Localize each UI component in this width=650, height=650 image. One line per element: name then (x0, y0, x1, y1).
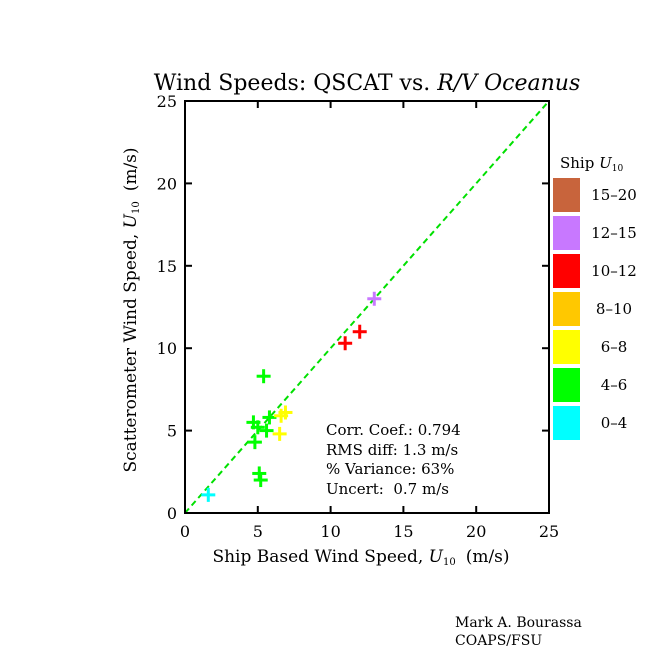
data-point (256, 369, 271, 384)
data-point (253, 473, 268, 488)
x-tick-label: 0 (180, 522, 190, 541)
y-tick-label: 15 (157, 257, 177, 276)
y-axis-label-sub: 10 (131, 201, 142, 214)
legend: Ship U10 15–20 12–15 10–12 8–10 6–8 4–6 0–4 (553, 154, 637, 440)
legend-swatch (553, 292, 580, 326)
plot-frame (184, 100, 550, 514)
x-tick-label: 10 (320, 522, 340, 541)
y-axis-label-var: U (121, 213, 141, 228)
data-point (247, 435, 262, 450)
legend-swatch (553, 254, 580, 288)
legend-label: 4–6 (601, 376, 628, 394)
stat-rms-diff: RMS diff: 1.3 m/s (326, 441, 458, 459)
author-name: Mark A. Bourassa (455, 615, 582, 631)
stat-corr-coef: Corr. Coef.: 0.794 (326, 421, 461, 439)
legend-swatch (553, 368, 580, 402)
legend-swatch (553, 406, 580, 440)
data-point (278, 405, 293, 420)
data-points (201, 291, 382, 502)
legend-label: 0–4 (601, 414, 628, 432)
x-axis-label-units: (m/s) (466, 547, 510, 567)
y-axis: 0 5 10 15 20 25 (157, 92, 549, 523)
legend-title-var: U (599, 154, 613, 172)
x-tick-label: 5 (253, 522, 263, 541)
legend-label: 15–20 (591, 186, 637, 204)
data-point (250, 420, 265, 435)
stats-annotation: Corr. Coef.: 0.794 RMS diff: 1.3 m/s % V… (326, 421, 461, 498)
one-to-one-line (184, 100, 550, 514)
legend-label: 8–10 (596, 300, 632, 318)
data-point (262, 410, 277, 425)
chart-title: Wind Speeds: QSCAT vs. R/V Oceanus (154, 71, 580, 96)
chart-title-main: Wind Speeds: QSCAT vs. (154, 71, 437, 96)
legend-label: 10–12 (591, 262, 637, 280)
y-tick-label: 5 (167, 422, 177, 441)
x-axis-label-sub: 10 (443, 557, 456, 568)
legend-label: 12–15 (591, 224, 637, 242)
y-tick-label: 0 (167, 504, 177, 523)
y-axis-label: Scatterometer Wind Speed, U10 (m/s) (121, 147, 142, 472)
x-axis-label: Ship Based Wind Speed, U10 (m/s) (212, 547, 509, 568)
legend-title-sub: 10 (612, 164, 624, 174)
data-point (352, 324, 367, 339)
chart-title-italic: R/V Oceanus (436, 71, 580, 96)
data-point (272, 426, 287, 441)
legend-entry: 12–15 (553, 216, 637, 250)
x-axis: 0 5 10 15 20 25 (180, 101, 559, 541)
x-tick-label: 20 (466, 522, 486, 541)
legend-entry: 4–6 (553, 368, 627, 402)
legend-swatch (553, 330, 580, 364)
data-point (338, 336, 353, 351)
legend-title-text: Ship (560, 154, 599, 172)
legend-entries: 15–20 12–15 10–12 8–10 6–8 4–6 0–4 (553, 178, 637, 440)
y-axis-label-text: Scatterometer Wind Speed, (121, 228, 141, 472)
legend-swatch (553, 178, 580, 212)
y-tick-label: 10 (157, 339, 177, 358)
y-tick-label: 20 (157, 174, 177, 193)
legend-entry: 6–8 (553, 330, 627, 364)
data-point (201, 487, 216, 502)
legend-title: Ship U10 (560, 154, 623, 174)
x-axis-label-text: Ship Based Wind Speed, (212, 547, 428, 567)
legend-entry: 8–10 (553, 292, 632, 326)
legend-entry: 15–20 (553, 178, 637, 212)
x-tick-label: 25 (539, 522, 559, 541)
y-axis-label-units: (m/s) (121, 147, 141, 191)
data-point (367, 291, 382, 306)
y-tick-label: 25 (157, 92, 177, 111)
stat-variance: % Variance: 63% (326, 460, 454, 478)
legend-swatch (553, 216, 580, 250)
x-axis-label-var: U (429, 547, 444, 567)
legend-label: 6–8 (601, 338, 628, 356)
legend-entry: 0–4 (553, 406, 627, 440)
x-tick-label: 15 (393, 522, 413, 541)
author-affiliation: COAPS/FSU (455, 633, 543, 649)
legend-entry: 10–12 (553, 254, 637, 288)
author-credit: Mark A. Bourassa COAPS/FSU (455, 614, 582, 650)
stat-uncert: Uncert: 0.7 m/s (326, 480, 449, 498)
data-point (259, 423, 274, 438)
